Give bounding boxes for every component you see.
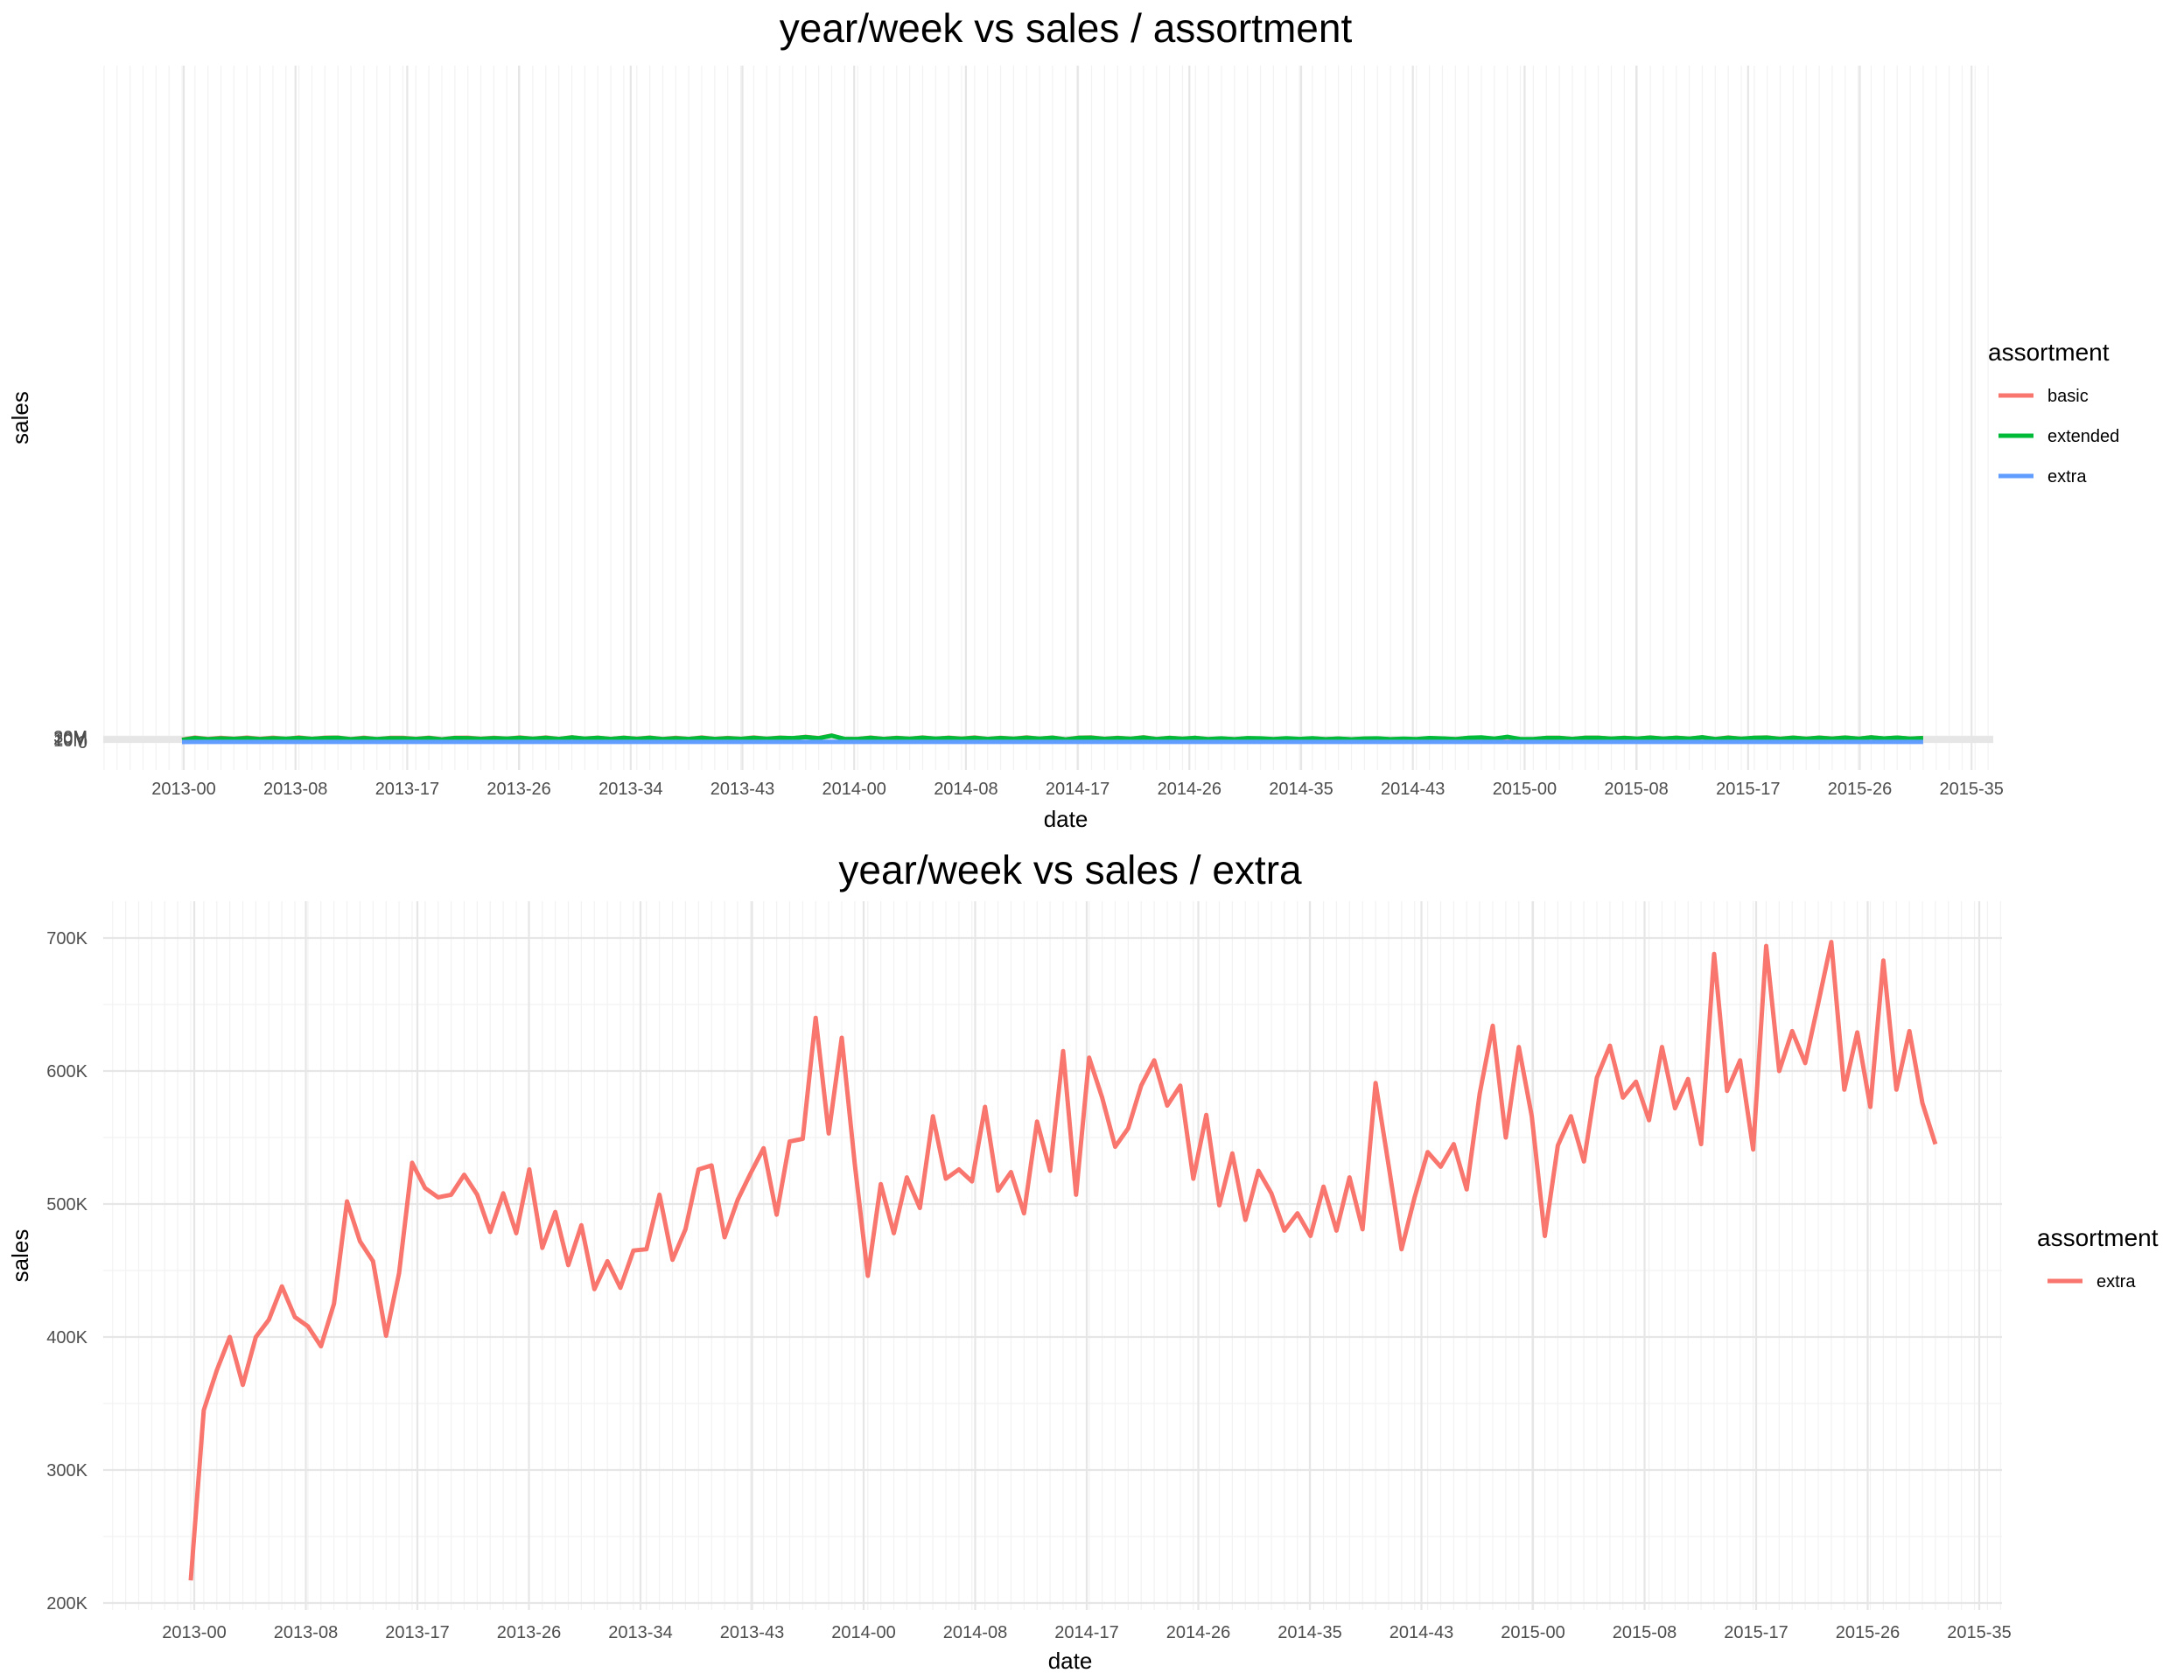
chart-assortment: 2013-00 2013-08 2013-17 2013-26 2013-34 2013-…: [7, 5, 2119, 832]
y-tick-label: 700K: [46, 929, 88, 948]
y-tick-label: 10M: [53, 732, 88, 751]
y-tick-label: 20M: [53, 730, 88, 749]
x-tick-label: 2013-43: [710, 780, 774, 799]
x-tick-label: 2013-43: [720, 1623, 784, 1642]
x-tick-label: 2013-00: [162, 1623, 226, 1642]
legend-label-extra: extra: [2048, 467, 2087, 486]
x-tick-label: 2014-08: [934, 780, 998, 799]
x-tick-label: 2015-26: [1828, 780, 1892, 799]
x-tick-label: 2015-35: [1947, 1623, 2011, 1642]
x-axis-label: date: [1048, 1648, 1093, 1674]
y-tick-label: 0: [78, 733, 88, 752]
x-tick-label: 2013-34: [598, 780, 662, 799]
x-tick-label: 2013-26: [486, 780, 550, 799]
legend-title: assortment: [2037, 1224, 2159, 1251]
x-tick-label: 2015-00: [1501, 1623, 1564, 1642]
x-tick-label: 2014-43: [1381, 780, 1445, 799]
y-tick-label: 500K: [46, 1195, 88, 1214]
legend-label-extra: extra: [2096, 1272, 2136, 1292]
x-axis-label: date: [1044, 806, 1088, 832]
x-tick-label: 2014-00: [831, 1623, 895, 1642]
chart-extra: 2013-00 2013-08 2013-17 2013-26 2013-34 2013-…: [7, 847, 2159, 1674]
x-tick-label: 2013-26: [497, 1623, 561, 1642]
x-tick-label: 2014-17: [1046, 780, 1110, 799]
x-tick-label: 2014-00: [822, 780, 886, 799]
y-tick-label: 200K: [46, 1594, 88, 1614]
x-tick-label: 2013-08: [263, 780, 327, 799]
x-tick-label: 2014-26: [1166, 1623, 1230, 1642]
x-tick-label: 2014-17: [1054, 1623, 1118, 1642]
x-tick-label: 2015-17: [1716, 780, 1780, 799]
chart-title: year/week vs sales / assortment: [780, 5, 1353, 51]
x-tick-label: 2014-35: [1269, 780, 1333, 799]
legend-label-basic: basic: [2048, 387, 2089, 406]
x-tick-label: 2014-35: [1278, 1623, 1341, 1642]
x-tick-label: 2013-00: [151, 780, 215, 799]
y-tick-label: 300K: [46, 1461, 88, 1480]
y-tick-label: 600K: [46, 1062, 88, 1082]
y-tick-label: 30M: [53, 728, 88, 747]
legend-label-extended: extended: [2048, 427, 2119, 446]
x-tick-label: 2015-26: [1836, 1623, 1900, 1642]
x-tick-label: 2015-35: [1939, 780, 2003, 799]
y-axis-label: sales: [7, 391, 33, 444]
x-tick-label: 2014-43: [1390, 1623, 1453, 1642]
x-tick-label: 2015-08: [1613, 1623, 1676, 1642]
x-tick-label: 2014-26: [1158, 780, 1222, 799]
x-tick-label: 2015-17: [1724, 1623, 1788, 1642]
x-tick-label: 2014-08: [943, 1623, 1007, 1642]
legend-title: assortment: [1988, 339, 2110, 366]
x-tick-label: 2015-00: [1493, 780, 1557, 799]
series-line-extra: [188, 940, 1938, 1581]
x-tick-label: 2013-17: [385, 1623, 449, 1642]
x-tick-label: 2015-08: [1604, 780, 1668, 799]
x-tick-label: 2013-08: [274, 1623, 338, 1642]
x-tick-label: 2013-34: [608, 1623, 672, 1642]
y-axis-label: sales: [7, 1229, 33, 1283]
chart-title: year/week vs sales / extra: [838, 847, 1302, 892]
x-tick-label: 2013-17: [375, 780, 439, 799]
series-line-extended: [181, 733, 1924, 743]
y-tick-label: 400K: [46, 1328, 88, 1348]
